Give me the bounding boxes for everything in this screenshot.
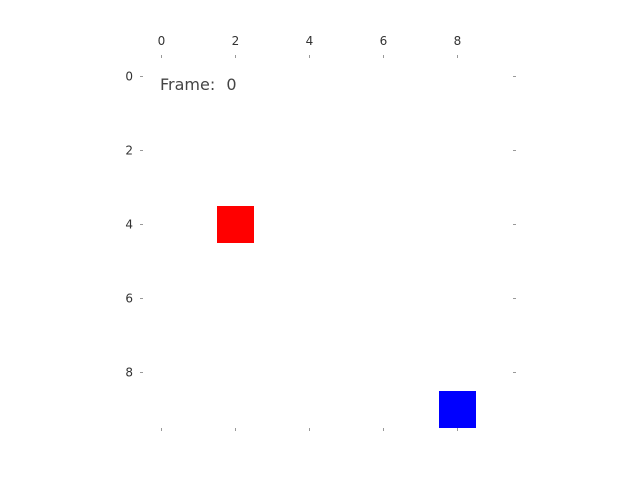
frame-counter: Frame: 0	[160, 75, 237, 94]
x-tick-label: 8	[454, 34, 462, 48]
y-tick-label: 8	[125, 366, 133, 380]
x-tick-label: 2	[232, 34, 240, 48]
x-tick-label: 0	[158, 34, 166, 48]
blue-target-square	[439, 391, 476, 428]
game-entities	[217, 206, 476, 428]
x-tick-label: 6	[380, 34, 388, 48]
y-axis-ticks: 0 2 4 6 8	[125, 70, 516, 380]
y-tick-label: 6	[125, 292, 133, 306]
y-tick-label: 2	[125, 144, 133, 158]
x-tick-label: 4	[306, 34, 314, 48]
frame-label: Frame:	[160, 75, 215, 94]
frame-value: 0	[226, 75, 236, 94]
y-tick-label: 4	[125, 218, 133, 232]
x-axis-ticks: 0 2 4 6 8	[158, 34, 462, 431]
red-player-square	[217, 206, 254, 243]
y-tick-label: 0	[125, 70, 133, 84]
